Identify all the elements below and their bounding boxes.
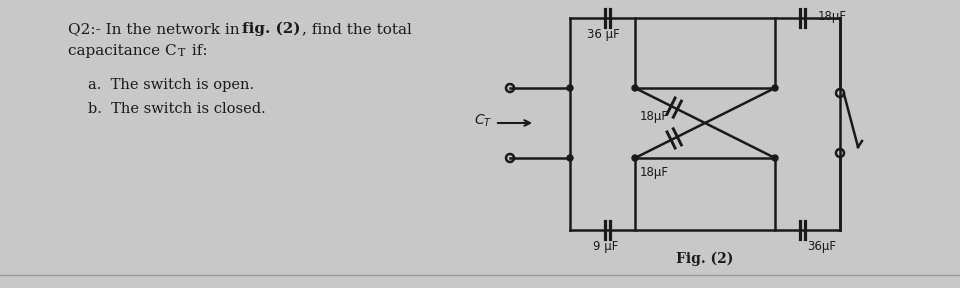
Text: 18μF: 18μF bbox=[640, 110, 669, 123]
Text: if:: if: bbox=[187, 44, 207, 58]
Circle shape bbox=[772, 85, 778, 91]
Text: a.  The switch is open.: a. The switch is open. bbox=[88, 78, 254, 92]
Text: 9 μF: 9 μF bbox=[593, 240, 618, 253]
Text: 18μF: 18μF bbox=[640, 166, 669, 179]
Text: $C_T$: $C_T$ bbox=[473, 113, 492, 129]
Circle shape bbox=[772, 155, 778, 161]
Text: capacitance C: capacitance C bbox=[68, 44, 177, 58]
Text: b.  The switch is closed.: b. The switch is closed. bbox=[88, 102, 266, 116]
Circle shape bbox=[567, 155, 573, 161]
Circle shape bbox=[632, 155, 638, 161]
Text: T: T bbox=[178, 48, 185, 58]
Text: Fig. (2): Fig. (2) bbox=[676, 252, 733, 266]
Circle shape bbox=[632, 85, 638, 91]
Text: , find the total: , find the total bbox=[302, 22, 412, 36]
Text: Q2:- In the network in: Q2:- In the network in bbox=[68, 22, 245, 36]
Text: fig. (2): fig. (2) bbox=[242, 22, 300, 36]
Text: 36 μF: 36 μF bbox=[588, 28, 620, 41]
Text: 36μF: 36μF bbox=[807, 240, 836, 253]
Text: 18μF: 18μF bbox=[818, 10, 847, 23]
Circle shape bbox=[567, 85, 573, 91]
